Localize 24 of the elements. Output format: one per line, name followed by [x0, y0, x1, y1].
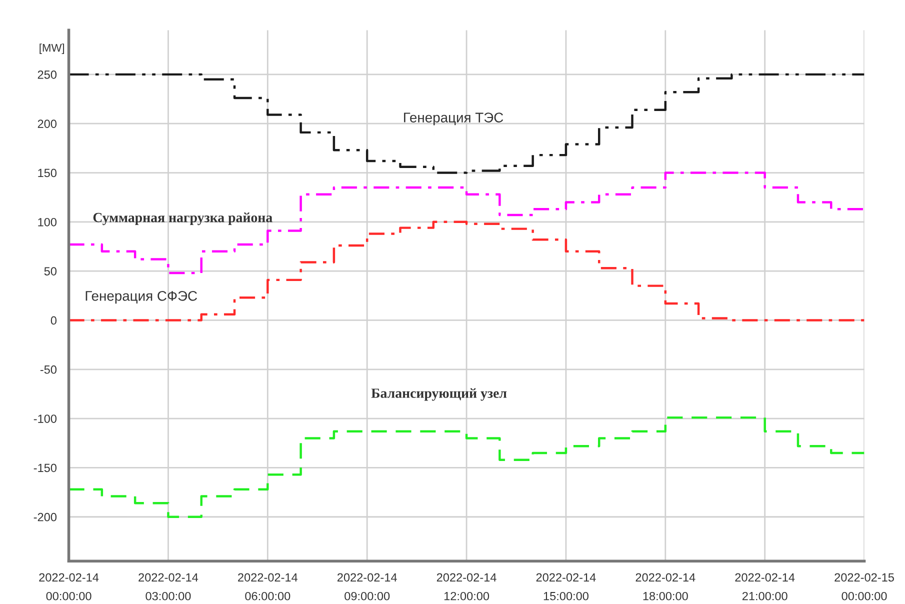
y-axis-title: [MW] — [40, 44, 64, 54]
y-tick-label: 100 — [38, 218, 57, 226]
y-tick-label: 250 — [38, 70, 57, 79]
y-tick-label: 200 — [38, 120, 57, 128]
series-label: Генерация СФЭС — [86, 290, 198, 304]
y-tick-label: 0 — [50, 316, 57, 325]
x-tick-label: 2022-02-15 00:00:00 — [834, 573, 894, 600]
x-tick-label: 2022-02-14 00:00:00 — [39, 573, 99, 600]
y-tick-label: -150 — [34, 464, 57, 472]
x-tick-label: 2022-02-14 06:00:00 — [238, 573, 298, 600]
x-tick-label: 2022-02-14 09:00:00 — [337, 573, 397, 600]
x-tick-label: 2022-02-14 18:00:00 — [636, 573, 696, 600]
y-tick-label: -100 — [34, 414, 57, 423]
x-tick-label: 2022-02-14 03:00:00 — [138, 573, 198, 600]
y-tick-label: 50 — [44, 267, 57, 276]
x-tick-label: 2022-02-14 21:00:00 — [735, 573, 795, 600]
text: Балансирующий узел — [371, 388, 507, 401]
x-tick-label: 2022-02-14 12:00:00 — [436, 573, 496, 600]
y-tick-label: -50 — [40, 365, 57, 374]
series-label: Суммарная нагрузка района — [93, 212, 272, 226]
x-tick-label: 2022-02-14 15:00:00 — [536, 573, 596, 600]
y-tick-label: 150 — [38, 168, 57, 178]
text: Генерация ТЭС — [404, 112, 504, 126]
y-tick-label: -200 — [34, 512, 57, 522]
